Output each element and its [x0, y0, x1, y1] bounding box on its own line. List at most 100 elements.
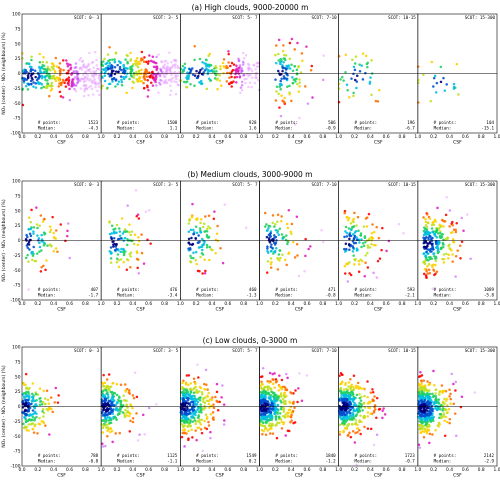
data-point	[33, 410, 37, 414]
data-point	[58, 62, 62, 65]
data-point	[187, 241, 191, 244]
data-point	[444, 415, 448, 419]
data-point	[135, 70, 138, 74]
data-point	[355, 393, 359, 397]
x-tick-label: 1.0	[335, 134, 342, 140]
data-point	[200, 252, 204, 255]
data-point	[197, 376, 200, 379]
data-point	[353, 234, 357, 238]
data-point	[112, 245, 115, 248]
data-point	[425, 412, 428, 415]
data-point	[195, 438, 198, 442]
data-point	[431, 221, 434, 224]
data-point	[205, 415, 209, 419]
data-point	[267, 227, 270, 230]
data-point	[241, 63, 245, 66]
data-point	[279, 407, 283, 411]
data-point	[274, 378, 278, 381]
data-point	[36, 234, 39, 237]
data-point	[155, 84, 158, 87]
data-point	[343, 209, 347, 213]
data-point	[136, 439, 140, 442]
x-tick-label: 1.0	[494, 301, 500, 307]
data-point	[265, 271, 269, 274]
data-point	[33, 399, 37, 403]
data-point	[201, 248, 204, 252]
data-point	[288, 41, 292, 45]
scot-label: SCOT: 7-10	[311, 348, 337, 353]
data-point	[101, 385, 105, 388]
data-point	[43, 75, 47, 78]
points-value: 928	[249, 120, 257, 125]
data-point	[223, 419, 226, 422]
points-label: # points:	[434, 287, 457, 292]
data-point	[115, 247, 118, 251]
data-point	[276, 231, 279, 234]
data-point	[112, 243, 115, 246]
data-point	[347, 398, 351, 401]
data-point	[90, 61, 94, 65]
x-axis-label: CSF	[57, 473, 66, 479]
scot-label: SCOT: 5- 7	[232, 15, 258, 20]
data-point	[197, 234, 200, 237]
data-point	[416, 65, 420, 68]
data-point	[230, 61, 234, 65]
data-point	[128, 414, 131, 418]
data-point	[124, 408, 127, 412]
x-tick-label: 0.6	[145, 467, 152, 473]
data-point	[288, 91, 291, 94]
data-point	[67, 76, 71, 79]
data-point	[194, 237, 198, 240]
data-point	[131, 86, 134, 90]
data-point	[146, 95, 150, 98]
data-point	[200, 418, 203, 422]
data-point	[363, 394, 366, 398]
data-point	[111, 382, 114, 385]
data-point	[295, 215, 299, 219]
data-point	[261, 366, 265, 370]
data-point	[207, 424, 211, 427]
data-point	[155, 68, 158, 72]
data-point	[103, 422, 106, 426]
data-point	[192, 388, 195, 391]
data-point	[441, 257, 444, 261]
data-point	[206, 395, 209, 398]
data-point	[426, 380, 429, 383]
data-point	[115, 382, 119, 386]
data-point	[356, 381, 360, 385]
data-point	[426, 428, 429, 431]
data-point	[353, 62, 357, 65]
data-point	[297, 274, 301, 278]
data-point	[154, 65, 158, 68]
data-point	[276, 421, 279, 424]
data-point	[126, 406, 129, 409]
data-point	[354, 419, 358, 422]
data-point	[31, 427, 34, 431]
data-point	[58, 69, 62, 72]
data-point	[225, 66, 228, 70]
data-point	[55, 229, 58, 232]
data-point	[86, 74, 89, 77]
x-axis-label: CSF	[136, 473, 145, 479]
data-point	[191, 436, 194, 439]
data-point	[360, 64, 363, 67]
points-label: # points:	[38, 120, 61, 125]
data-point	[275, 61, 278, 65]
data-point	[109, 257, 113, 260]
data-point	[31, 68, 35, 72]
data-point	[203, 69, 207, 72]
data-point	[27, 216, 31, 219]
data-point	[114, 85, 117, 88]
data-point	[36, 226, 39, 230]
data-point	[277, 38, 281, 42]
data-point	[101, 442, 104, 445]
data-point	[42, 241, 46, 244]
data-point	[343, 235, 346, 239]
data-point	[42, 67, 45, 71]
data-point	[194, 250, 198, 254]
data-point	[28, 406, 32, 410]
data-point	[104, 444, 107, 448]
data-point	[26, 246, 29, 249]
data-point	[34, 82, 37, 85]
